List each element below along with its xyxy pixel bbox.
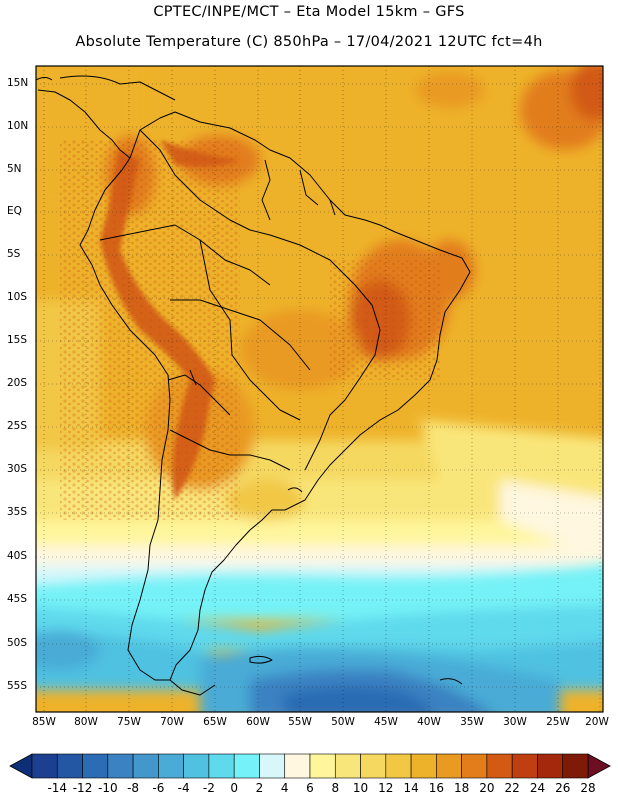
colorbar-label: -14 [47,781,68,795]
colorbar-label: 8 [331,781,340,795]
colorbar-swatch [511,753,538,779]
colorbar-label: 18 [453,781,470,795]
lat-label: 40S [7,550,28,562]
graticule [36,66,603,712]
colorbar-label: -12 [72,781,93,795]
lon-label: 65W [203,716,227,728]
lat-label: 55S [7,680,28,692]
lon-label: 35W [460,716,484,728]
colorbar-high-arrow [587,753,611,779]
colorbar-swatch [107,753,134,779]
lat-label: 5N [7,163,22,175]
colorbar-swatch [410,753,437,779]
colorbar-swatch [259,753,286,779]
colorbar-label: -6 [152,781,165,795]
lon-label: 25W [546,716,570,728]
colorbar-swatch [309,753,336,779]
colorbar-label: 24 [529,781,546,795]
colorbar-swatch [56,753,83,779]
lon-label: 75W [117,716,141,728]
colorbar-label: 4 [280,781,289,795]
colorbar-swatch [284,753,311,779]
colorbar-label: 12 [378,781,394,795]
colorbar-swatch [436,753,462,779]
lat-label: 15N [7,77,29,89]
colorbar-label: 28 [580,781,596,795]
lat-label: 35S [7,506,28,518]
colorbar-label: 20 [479,781,495,795]
colorbar-low-arrow [9,753,33,779]
lat-label: 10S [7,291,28,303]
colorbar-label: 14 [403,781,419,795]
lat-label: 25S [7,420,28,432]
colorbar-swatch [385,753,412,779]
colorbar-swatch [158,753,184,779]
colorbar-label: -8 [127,781,140,795]
colorbar-swatch [31,753,58,779]
colorbar-label: 22 [504,781,520,795]
temperature-field [36,66,603,712]
colorbar-swatch [461,753,488,779]
chart-title-line-1: CPTEC/INPE/MCT – Eta Model 15km – GFS [153,4,465,20]
colorbar-label: -4 [177,781,190,795]
lat-label: 15S [7,334,28,346]
colorbar-label: 16 [428,781,444,795]
lon-label: 20W [585,716,609,728]
colorbar [9,753,611,779]
colorbar-swatch [82,753,109,779]
lat-label: EQ [7,205,22,217]
colorbar-swatch [486,753,513,779]
colorbar-swatch [334,753,361,779]
lon-label: 30W [503,716,527,728]
lon-label: 80W [74,716,98,728]
lat-label: 50S [7,637,28,649]
colorbar-swatch [537,753,564,779]
lat-label: 30S [7,463,28,475]
colorbar-swatch [132,753,159,779]
colorbar-label: 2 [255,781,264,795]
lat-label: 20S [7,377,28,389]
lat-label: 10N [7,120,29,132]
colorbar-swatch [233,753,260,779]
lat-label: 45S [7,593,28,605]
lat-label: 5S [7,248,21,260]
lon-label: 60W [246,716,270,728]
lon-label: 70W [160,716,184,728]
colorbar-label: 26 [555,781,571,795]
colorbar-swatch [360,753,387,779]
colorbar-label: -2 [202,781,215,795]
colorbar-swatch [562,753,589,779]
lon-label: 40W [417,716,441,728]
coastlines [36,75,471,696]
lon-label: 85W [32,716,56,728]
lon-label: 55W [288,716,312,728]
colorbar-swatch [183,753,210,779]
colorbar-label: -10 [98,781,118,795]
map-frame [35,65,604,713]
colorbar-swatch [208,753,235,779]
colorbar-label: 6 [306,781,314,795]
colorbar-label: 0 [230,781,238,795]
chart-title-line-2: Absolute Temperature (C) 850hPa – 17/04/… [75,34,543,50]
colorbar-label: 10 [352,781,369,795]
lon-label: 45W [374,716,398,728]
lon-label: 50W [331,716,355,728]
